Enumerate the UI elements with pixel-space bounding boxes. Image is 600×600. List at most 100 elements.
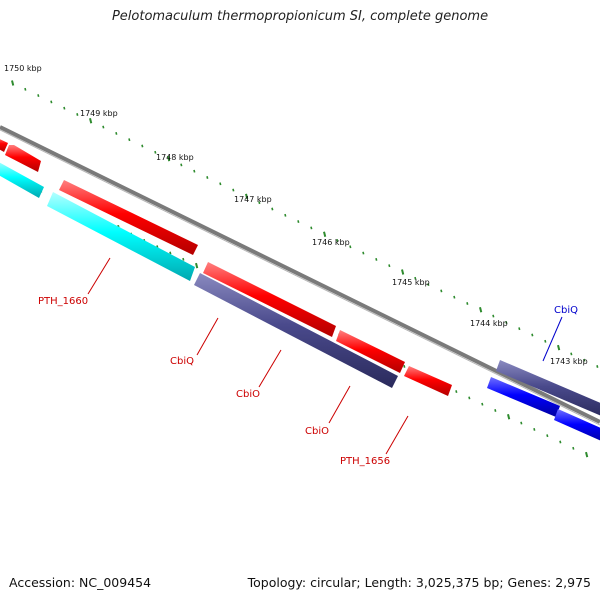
gene-label[interactable]: CbiQ [170,356,194,367]
minor-tick [572,446,575,450]
minor-tick [453,295,456,299]
gene-reverse-purple-1[interactable] [194,273,398,388]
minor-tick [531,333,534,337]
major-tick [479,307,483,313]
minor-tick [455,390,458,394]
tick-label: 1750 kbp [4,64,42,73]
tick-labels: 1750 kbp 1749 kbp 1748 kbp 1747 kbp 1746… [4,64,588,366]
minor-tick [546,434,549,438]
minor-tick [141,144,144,148]
minor-tick [102,125,105,129]
minor-tick [505,320,508,324]
backbone [0,125,600,426]
major-tick [245,193,249,200]
minor-tick [570,352,573,356]
minor-tick [533,427,536,431]
minor-tick [481,402,484,406]
gene-reverse-blue-2[interactable] [554,409,600,443]
minor-tick [494,409,497,412]
gene-reverse-cyan-2[interactable] [47,192,195,281]
major-tick [167,155,171,162]
backbone-outer-line [0,125,600,424]
gene-labels: PTH_1660 CbiQ CbiO CbiO PTH_1656 CbiQ [38,296,578,467]
leader-line [542,316,563,362]
topology-text: Topology: circular; Length: 3,025,375 bp… [247,575,591,590]
gene-forward-4[interactable] [203,262,336,337]
minor-tick [336,239,339,242]
minor-tick [466,302,469,305]
minor-tick [349,245,352,249]
minor-tick [154,150,157,154]
minor-tick [169,251,172,255]
leader-line [87,257,111,295]
minor-tick [375,257,378,261]
minor-tick [596,365,599,368]
minor-tick [180,163,183,167]
leader-line [196,317,219,356]
minor-tick [76,113,79,116]
minor-tick [544,339,547,343]
gene-label[interactable]: CbiQ [554,305,578,316]
tick-marks [11,80,599,458]
gene-forward-5[interactable] [336,330,405,373]
leader-line [328,385,351,424]
minor-tick [414,276,417,280]
minor-tick [520,421,523,425]
map-title: Pelotomaculum thermopropionicum SI, comp… [111,9,489,24]
gene-forward-3[interactable] [59,180,198,255]
leader-line [385,415,409,455]
minor-tick [310,226,313,230]
minor-tick [206,176,209,179]
gene-forward-6[interactable] [404,366,452,396]
gene-label[interactable]: CbiO [305,426,329,437]
leader-line [258,349,282,388]
tick-label: 1745 kbp [392,278,430,287]
minor-tick [427,283,430,287]
tick-label: 1749 kbp [80,109,118,118]
minor-tick [219,182,222,186]
major-tick [585,451,589,458]
gene-label[interactable]: PTH_1660 [38,296,88,307]
minor-tick [297,220,300,224]
tick-label: 1746 kbp [312,238,350,247]
accession-text: Accession: NC_009454 [9,575,152,590]
gene-forward-2[interactable] [5,145,41,172]
minor-tick [258,201,261,205]
minor-tick [583,358,586,362]
minor-tick [271,207,274,211]
minor-tick [492,314,495,318]
tick-label: 1747 kbp [234,195,272,204]
minor-tick [193,169,196,173]
gene-reverse-purple-2[interactable] [496,360,600,418]
minor-tick [403,364,406,368]
minor-tick [24,87,27,91]
minor-tick [518,327,521,331]
major-tick [323,231,327,237]
gene-reverse-blue-1[interactable] [487,377,560,417]
minor-tick [468,396,471,400]
minor-tick [50,100,53,104]
reverse-strand-genes [0,160,600,443]
tick-label: 1743 kbp [550,357,588,366]
minor-tick [128,138,131,142]
gene-label-leaders [87,257,563,455]
major-tick [89,118,93,124]
major-tick [11,80,15,86]
minor-tick [37,94,40,98]
minor-tick [115,131,118,135]
gene-forward-1[interactable] [0,137,8,152]
gene-label[interactable]: CbiO [236,389,260,400]
major-tick [507,414,511,420]
minor-tick [388,264,391,268]
gene-reverse-cyan-1[interactable] [0,160,44,198]
major-tick [195,262,199,269]
minor-tick [284,213,287,217]
major-tick [557,344,561,351]
gene-label[interactable]: PTH_1656 [340,456,390,467]
major-tick [401,269,405,275]
tick-label: 1744 kbp [470,319,508,328]
minor-tick [63,106,66,110]
tick-label: 1748 kbp [156,153,194,162]
minor-tick [232,188,235,192]
